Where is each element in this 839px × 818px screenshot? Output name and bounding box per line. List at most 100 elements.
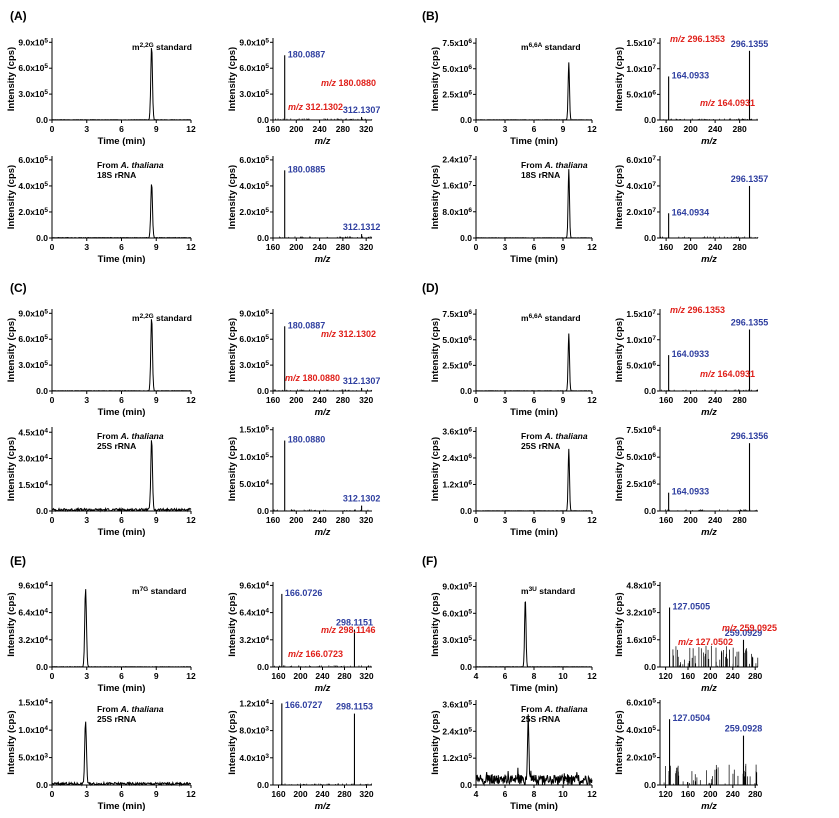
- fragment-mz-label: m/z 296.1353: [670, 34, 725, 44]
- y-tick-label: 0.0: [36, 386, 48, 396]
- fragment-mz-label: m/z 166.0723: [288, 649, 343, 659]
- y-axis-title: Intensity (cps): [430, 47, 441, 111]
- panel-label: (E): [10, 554, 26, 568]
- y-tick-label: 1.5x105: [239, 424, 269, 435]
- y-tick-label: 5.0x106: [626, 360, 656, 371]
- mass-spectrum: 160 200 240 280 320 0.0 3.0x105 6.0x105 9.0x105 m…: [227, 308, 380, 418]
- y-tick-label: 0.0: [460, 115, 472, 125]
- chromatogram-annotation: 25S rRNA: [97, 714, 136, 724]
- x-tick-label: 160: [271, 789, 285, 799]
- x-axis-title: m/z: [701, 407, 717, 418]
- x-tick-label: 6: [532, 242, 537, 252]
- peak-mz-label: 312.1307: [343, 105, 381, 115]
- x-tick-label: 6: [532, 124, 537, 134]
- x-tick-label: 6: [119, 242, 124, 252]
- chromatogram-annotation: From A. thaliana: [521, 704, 588, 714]
- trace-line: [476, 333, 593, 392]
- y-tick-label: 3.0x104: [18, 453, 48, 464]
- y-tick-label: 2.0x105: [18, 206, 48, 217]
- y-tick-label: 4.0x103: [239, 752, 269, 763]
- mass-spectrum: 160 200 240 280 320 0.0 4.0x103 8.0x103 1.2x104 m…: [227, 698, 374, 812]
- y-axis-title: Intensity (cps): [227, 47, 238, 111]
- fragment-mz-label: m/z 127.0502: [678, 637, 733, 647]
- chromatogram: 0 3 6 9 12 0.0 3.0x105 6.0x105 9.0x105 Time (min)…: [6, 308, 196, 418]
- y-axis-title: Intensity (cps): [227, 592, 238, 656]
- y-tick-label: 0.0: [36, 662, 48, 672]
- x-axis-title: Time (min): [510, 801, 558, 812]
- peak-mz-label: 166.0727: [285, 700, 323, 710]
- x-tick-label: 12: [587, 242, 597, 252]
- y-tick-label: 6.0x105: [18, 63, 48, 74]
- x-tick-label: 9: [154, 515, 159, 525]
- y-tick-label: 3.2x105: [626, 607, 656, 618]
- trace-line: [52, 48, 192, 121]
- y-tick-label: 0.0: [257, 233, 269, 243]
- y-tick-label: 0.0: [36, 115, 48, 125]
- x-tick-label: 240: [315, 789, 329, 799]
- y-tick-label: 3.6x106: [442, 426, 472, 437]
- fragment-mz-label: m/z 164.0931: [700, 369, 755, 379]
- y-tick-label: 3.2x104: [239, 634, 269, 645]
- y-tick-label: 1.5x107: [626, 309, 656, 320]
- chromatogram: 4 6 8 10 12 0.0 1.2x105 2.4x105 3.6x105 Time (min…: [430, 699, 597, 812]
- y-axis-title: Intensity (cps): [227, 710, 238, 774]
- y-tick-label: 7.5x106: [626, 425, 656, 436]
- panel-label: (A): [10, 9, 27, 23]
- x-tick-label: 3: [84, 124, 89, 134]
- x-tick-label: 240: [708, 395, 722, 405]
- peak-mz-label: 180.0887: [288, 320, 326, 330]
- x-axis-title: Time (min): [98, 801, 146, 812]
- trace-line: [51, 440, 192, 513]
- y-tick-label: 9.0x105: [239, 308, 269, 319]
- chromatogram-annotation: From A. thaliana: [521, 160, 588, 170]
- y-tick-label: 1.5x107: [626, 38, 656, 49]
- y-tick-label: 4.8x105: [626, 580, 656, 591]
- x-tick-label: 9: [154, 395, 159, 405]
- x-tick-label: 10: [558, 789, 568, 799]
- chromatogram-annotation: m6,6A standard: [521, 313, 581, 324]
- x-tick-label: 12: [186, 789, 196, 799]
- x-tick-label: 120: [659, 671, 673, 681]
- x-tick-label: 8: [532, 671, 537, 681]
- x-tick-label: 240: [708, 515, 722, 525]
- x-tick-label: 3: [84, 395, 89, 405]
- y-tick-label: 3.0x105: [18, 360, 48, 371]
- y-axis-title: Intensity (cps): [430, 592, 441, 656]
- chromatogram-annotation: 18S rRNA: [521, 170, 560, 180]
- x-tick-label: 12: [587, 515, 597, 525]
- x-tick-label: 200: [289, 242, 303, 252]
- x-tick-label: 3: [503, 242, 508, 252]
- trace-line: [475, 448, 592, 512]
- y-axis-title: Intensity (cps): [227, 437, 238, 501]
- y-axis-title: Intensity (cps): [430, 165, 441, 229]
- peak-mz-label: 259.0928: [725, 724, 763, 734]
- y-tick-label: 7.5x106: [442, 38, 472, 49]
- peak-mz-label: 164.0933: [672, 70, 710, 80]
- x-axis-title: Time (min): [510, 527, 558, 538]
- y-tick-label: 0.0: [460, 662, 472, 672]
- trace-line: [51, 721, 192, 787]
- peak-mz-label: 180.0885: [288, 164, 326, 174]
- chromatogram-annotation: m2,2G standard: [132, 313, 192, 324]
- x-tick-label: 6: [119, 395, 124, 405]
- x-tick-label: 160: [681, 671, 695, 681]
- peak-mz-label: 164.0933: [672, 349, 710, 359]
- mass-spectrum: 160 200 240 280 0.0 2.0x107 4.0x107 6.0x107 m/z I…: [614, 154, 768, 265]
- x-tick-label: 160: [681, 789, 695, 799]
- x-tick-label: 240: [312, 242, 326, 252]
- trace-line: [475, 714, 593, 787]
- chromatogram: 0 3 6 9 12 0.0 2.5x106 5.0x106 7.5x106 Time (min)…: [430, 309, 597, 418]
- x-tick-label: 280: [336, 515, 350, 525]
- y-tick-label: 9.0x105: [442, 581, 472, 592]
- x-tick-label: 9: [154, 671, 159, 681]
- peak-mz-label: 312.1307: [343, 376, 381, 386]
- x-tick-label: 240: [312, 395, 326, 405]
- y-tick-label: 0.0: [36, 233, 48, 243]
- x-tick-label: 0: [50, 789, 55, 799]
- x-tick-label: 12: [587, 124, 597, 134]
- x-axis-title: m/z: [315, 136, 331, 147]
- y-tick-label: 2.4x106: [442, 452, 472, 463]
- y-tick-label: 0.0: [460, 506, 472, 516]
- y-axis-title: Intensity (cps): [6, 710, 17, 774]
